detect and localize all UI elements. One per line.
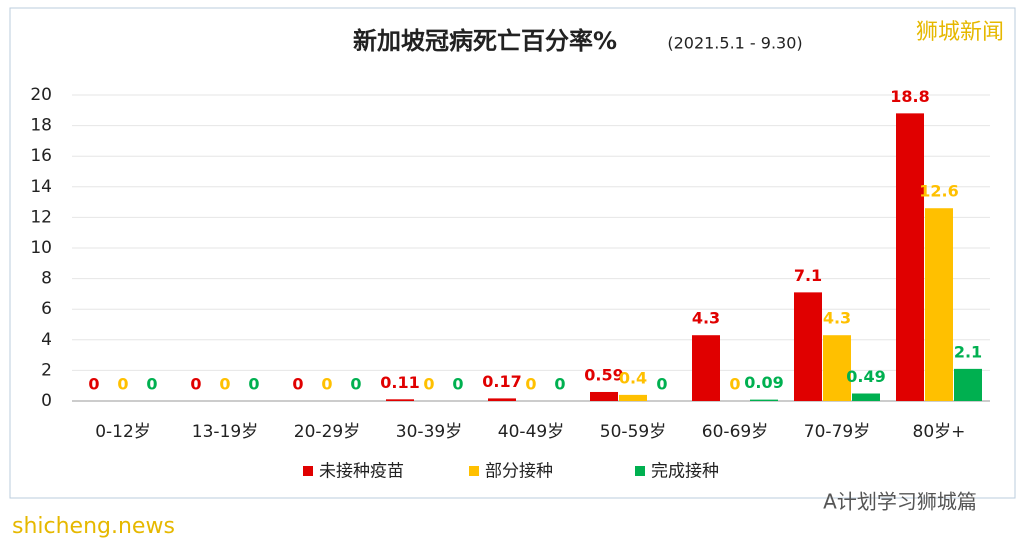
- value-label: 0: [452, 375, 463, 394]
- bar: [750, 399, 778, 401]
- y-tick-label: 12: [30, 207, 52, 227]
- legend-swatch: [635, 466, 645, 476]
- bar: [896, 113, 924, 402]
- watermark: shicheng.news: [12, 514, 175, 539]
- value-label: 4.3: [692, 309, 720, 328]
- x-tick-label: 50-59岁: [600, 422, 666, 442]
- y-tick-label: 10: [30, 238, 52, 258]
- bar: [925, 208, 953, 401]
- value-label: 0.17: [482, 372, 521, 391]
- legend-swatch: [469, 466, 479, 476]
- bar: [954, 368, 982, 401]
- value-label: 7.1: [794, 266, 822, 285]
- value-label: 0: [248, 375, 259, 394]
- value-label: 0: [146, 375, 157, 394]
- x-tick-label: 20-29岁: [294, 422, 360, 442]
- x-tick-label: 13-19岁: [192, 422, 258, 442]
- value-label: 0: [656, 375, 667, 394]
- chart-subtitle: (2021.5.1 - 9.30): [667, 34, 802, 53]
- value-label: 0: [554, 375, 565, 394]
- bar: [386, 399, 414, 401]
- x-tick-label: 0-12岁: [95, 422, 151, 442]
- legend-swatch: [303, 466, 313, 476]
- y-tick-label: 16: [30, 146, 52, 166]
- x-tick-label: 40-49岁: [498, 422, 564, 442]
- y-tick-label: 18: [30, 116, 52, 136]
- chart-title: 新加坡冠病死亡百分率%: [353, 27, 617, 55]
- watermark: A计划学习狮城篇: [823, 490, 977, 514]
- y-tick-label: 14: [30, 177, 52, 197]
- value-label: 0.4: [619, 368, 647, 387]
- value-label: 0: [292, 375, 303, 394]
- y-tick-label: 8: [41, 269, 52, 289]
- legend-label: 未接种疫苗: [319, 462, 404, 482]
- y-tick-label: 0: [41, 391, 52, 411]
- value-label: 4.3: [823, 309, 851, 328]
- value-label: 0: [729, 375, 740, 394]
- bar: [692, 335, 720, 401]
- value-label: 0: [219, 375, 230, 394]
- value-label: 0.49: [846, 367, 885, 386]
- bar: [823, 335, 851, 401]
- value-label: 0: [423, 375, 434, 394]
- bar: [590, 391, 618, 401]
- x-tick-label: 80岁+: [913, 422, 966, 442]
- bar: [488, 398, 516, 401]
- legend-label: 完成接种: [651, 462, 719, 482]
- value-label: 0.09: [744, 373, 783, 392]
- value-label: 18.8: [890, 87, 929, 106]
- bar: [852, 393, 880, 401]
- y-tick-label: 6: [41, 299, 52, 319]
- value-label: 12.6: [919, 182, 958, 201]
- value-label: 0: [321, 375, 332, 394]
- value-label: 0: [350, 375, 361, 394]
- value-label: 0.11: [380, 373, 419, 392]
- value-label: 0: [190, 375, 201, 394]
- x-tick-label: 30-39岁: [396, 422, 462, 442]
- y-tick-label: 4: [41, 330, 52, 350]
- value-label: 0: [117, 375, 128, 394]
- value-label: 0.59: [584, 365, 623, 384]
- bar: [619, 394, 647, 401]
- value-label: 2.1: [954, 342, 982, 361]
- bar: [794, 292, 822, 401]
- legend-label: 部分接种: [485, 462, 553, 482]
- value-label: 0: [525, 375, 536, 394]
- y-tick-label: 2: [41, 360, 52, 380]
- chart-frame: [9, 7, 1016, 499]
- watermark: 狮城新闻: [916, 20, 1004, 45]
- x-tick-label: 70-79岁: [804, 422, 870, 442]
- value-label: 0: [88, 375, 99, 394]
- y-tick-label: 20: [30, 85, 52, 105]
- x-tick-label: 60-69岁: [702, 422, 768, 442]
